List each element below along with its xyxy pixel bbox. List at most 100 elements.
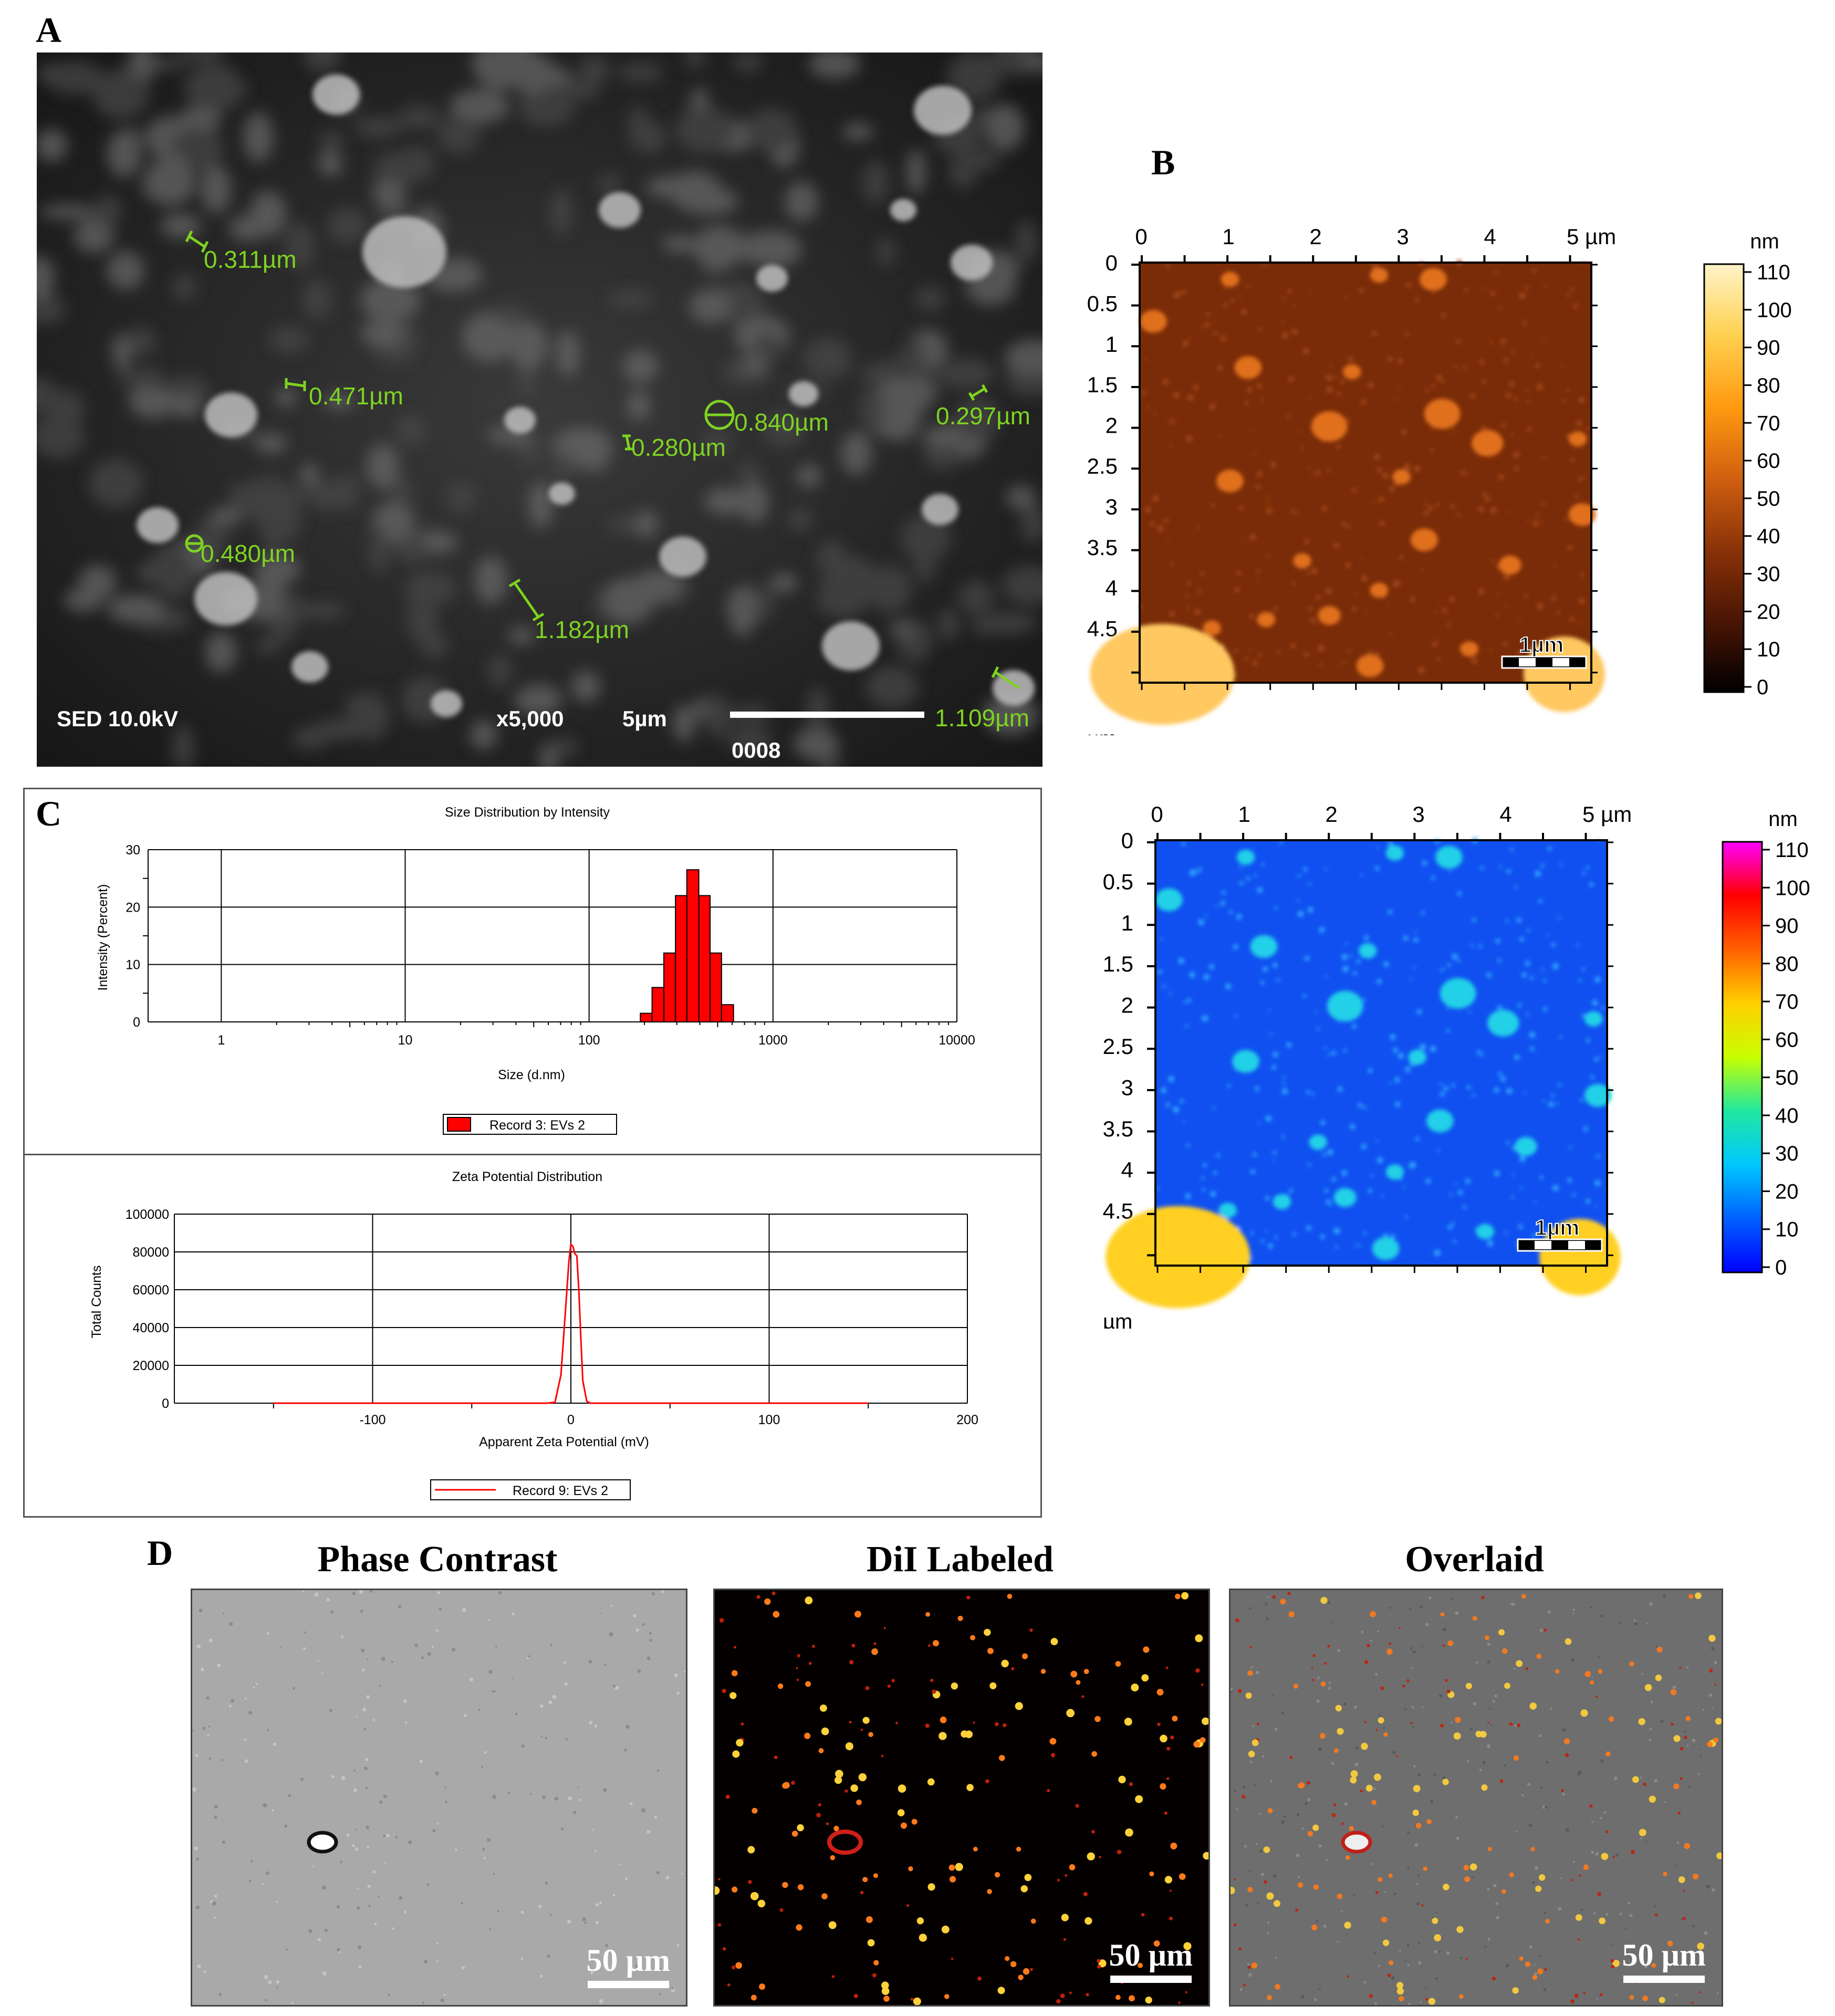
measurement-label: 0.471µm <box>309 382 403 410</box>
afm-y-tick: 2.5 <box>1103 1034 1133 1059</box>
scale-bar <box>1110 1976 1192 1983</box>
afm-y-tick: 4 <box>1106 576 1118 600</box>
scale-bar <box>1623 1976 1705 1983</box>
scale-label: 50 µm <box>1622 1938 1706 1972</box>
afm-scale-bar <box>1501 655 1587 669</box>
x-tick-label: 1 <box>217 1033 225 1048</box>
y-tick-label: 60000 <box>132 1283 169 1298</box>
colorbar-tick: 80 <box>1775 953 1799 976</box>
x-tick-label: 1000 <box>758 1033 788 1048</box>
y-axis-label: Total Counts <box>89 1266 104 1339</box>
afm-scale-label: 1µm <box>1519 632 1564 657</box>
x-tick-label: 10000 <box>939 1033 975 1048</box>
colorbar-tick: 110 <box>1775 839 1809 862</box>
afm-y-tick: 0 <box>1106 250 1118 275</box>
phase-contrast-image: 50 µm <box>191 1589 687 2007</box>
colorbar-tick: 50 <box>1775 1067 1799 1090</box>
afm-x-tick: 3 <box>1396 224 1409 249</box>
afm-y-tick: 1 <box>1121 911 1133 935</box>
histogram-bar <box>686 869 700 1022</box>
chart-title: Zeta Potential Distribution <box>452 1169 602 1184</box>
y-tick-label: 0 <box>133 1015 140 1030</box>
scale-label: 50 µm <box>586 1943 670 1978</box>
panel-label-b: B <box>1151 142 1175 182</box>
size-distribution-chart: Size Distribution by Intensity 0 10 20 30 1 10… <box>23 788 1042 1152</box>
chart-frame <box>23 788 1042 1518</box>
zeta-potential-chart: Zeta Potential Distribution 0 20000 40000 60… <box>23 1152 1042 1518</box>
particle-cluster <box>307 1831 338 1854</box>
afm-x-tick: 2 <box>1325 802 1337 827</box>
colorbar-tick: 20 <box>1775 1180 1799 1203</box>
y-tick-label: 100000 <box>126 1207 169 1222</box>
y-tick-label: 0 <box>162 1396 169 1411</box>
afm-x-tick: 4 <box>1484 224 1496 249</box>
panel-label-a: A <box>36 10 62 50</box>
x-axis-label: Apparent Zeta Potential (mV) <box>479 1435 649 1449</box>
chart-title: Size Distribution by Intensity <box>445 805 610 820</box>
measurement-label: 0.480µm <box>201 540 295 567</box>
sem-scale-bar <box>730 712 924 718</box>
measurement-label: 0.280µm <box>631 434 726 461</box>
afm-y-tick: 3 <box>1106 494 1118 519</box>
afm-y-tick: 4.5 <box>1103 1199 1133 1224</box>
colorbar-tick: 70 <box>1775 990 1799 1014</box>
colorbar-tick: 40 <box>1775 1104 1799 1127</box>
sem-voltage: SED 10.0kV <box>57 706 178 731</box>
histogram-bar <box>721 1004 734 1023</box>
histogram-bar <box>698 895 711 1022</box>
afm-x-tick: 3 <box>1412 802 1424 827</box>
overlaid-image: 50 µm <box>1229 1589 1723 2007</box>
colorbar-tick: 10 <box>1757 638 1780 661</box>
x-tick-label: 0 <box>567 1413 575 1427</box>
colorbar-tick: 60 <box>1775 1028 1799 1051</box>
afm-y-tick: 4 <box>1121 1157 1133 1182</box>
measurement-label: 1.182µm <box>535 616 629 643</box>
afm-y-tick: 4.5 <box>1087 617 1118 641</box>
colorbar-tick: 10 <box>1775 1218 1799 1241</box>
colorbar-tick: 30 <box>1757 563 1780 586</box>
x-tick-label: -100 <box>359 1413 385 1427</box>
afm-x-tick: 5 µm <box>1582 802 1632 827</box>
measurement-label: 0.311µm <box>204 246 297 273</box>
colorbar-tick: 40 <box>1757 525 1780 548</box>
afm-x-tick: 2 <box>1309 224 1321 249</box>
y-tick-label: 30 <box>126 843 140 858</box>
histogram-bar <box>651 987 665 1022</box>
x-tick-label: 100 <box>578 1033 600 1048</box>
afm-x-tick: 1 <box>1222 224 1234 249</box>
legend-label: Record 3: EVs 2 <box>489 1118 585 1133</box>
colorbar-tick: 20 <box>1757 600 1780 623</box>
afm-y-tick: 3.5 <box>1103 1116 1133 1141</box>
legend <box>443 1114 617 1135</box>
sem-scale-label: 5µm <box>622 706 667 731</box>
measurement-label: 0.840µm <box>734 409 829 436</box>
dii-labeled-image: 50 µm <box>713 1589 1210 2007</box>
afm-x-tick: 0 <box>1135 224 1147 249</box>
histogram-bar <box>663 952 676 1022</box>
afm-y-tick: 1.5 <box>1103 952 1133 976</box>
colorbar-unit: nm <box>1768 808 1798 831</box>
colorbar-unit: nm <box>1750 230 1779 253</box>
afm-y-tick: 0 <box>1121 828 1133 853</box>
colorbar-tick: 50 <box>1757 487 1780 510</box>
colorbar-tick: 90 <box>1775 915 1799 938</box>
colorbar-tick: 30 <box>1775 1142 1799 1165</box>
y-tick-label: 20000 <box>132 1359 169 1373</box>
zeta-line <box>273 1242 869 1404</box>
colorbar-tick: 60 <box>1757 450 1780 473</box>
colorbar-tick: 0 <box>1775 1256 1787 1279</box>
x-axis-label: Size (d.nm) <box>498 1068 565 1082</box>
measurement-markers <box>185 230 1020 690</box>
afm-scale-bar <box>1517 1238 1603 1252</box>
phase-contrast-title: Phase Contrast <box>317 1539 558 1580</box>
afm-y-tick: 3 <box>1121 1075 1133 1100</box>
panel-label-d: D <box>147 1533 173 1573</box>
colorbar-tick: 80 <box>1757 374 1780 397</box>
scale-bar <box>587 1981 669 1988</box>
histogram-bar <box>675 895 687 1022</box>
x-tick-label: 10 <box>398 1033 413 1048</box>
afm-y-tick: 1 <box>1106 332 1118 357</box>
measurement-label: 0.297µm <box>936 402 1030 430</box>
sem-image-number: 0008 <box>732 738 780 762</box>
